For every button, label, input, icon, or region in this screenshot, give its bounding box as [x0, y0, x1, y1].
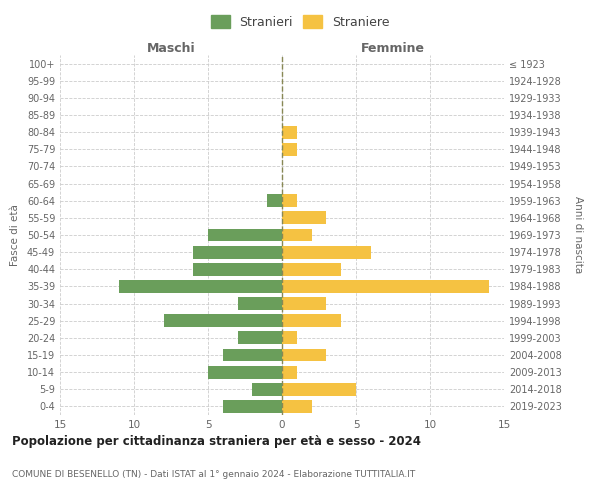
- Bar: [238, 332, 282, 344]
- Bar: [193, 246, 282, 258]
- Bar: [282, 280, 489, 293]
- Bar: [282, 126, 297, 138]
- Bar: [164, 314, 282, 327]
- Bar: [282, 228, 311, 241]
- Bar: [223, 348, 282, 362]
- Bar: [282, 212, 326, 224]
- Text: COMUNE DI BESENELLO (TN) - Dati ISTAT al 1° gennaio 2024 - Elaborazione TUTTITAL: COMUNE DI BESENELLO (TN) - Dati ISTAT al…: [12, 470, 415, 479]
- Bar: [238, 297, 282, 310]
- Bar: [282, 332, 297, 344]
- Y-axis label: Anni di nascita: Anni di nascita: [573, 196, 583, 274]
- Legend: Stranieri, Straniere: Stranieri, Straniere: [207, 11, 393, 32]
- Bar: [208, 366, 282, 378]
- Bar: [119, 280, 282, 293]
- Text: Femmine: Femmine: [361, 42, 425, 55]
- Bar: [267, 194, 282, 207]
- Y-axis label: Fasce di età: Fasce di età: [10, 204, 20, 266]
- Text: Maschi: Maschi: [146, 42, 196, 55]
- Bar: [282, 383, 356, 396]
- Bar: [282, 297, 326, 310]
- Bar: [282, 366, 297, 378]
- Bar: [193, 263, 282, 276]
- Text: Popolazione per cittadinanza straniera per età e sesso - 2024: Popolazione per cittadinanza straniera p…: [12, 435, 421, 448]
- Bar: [282, 246, 371, 258]
- Bar: [282, 194, 297, 207]
- Bar: [223, 400, 282, 413]
- Bar: [253, 383, 282, 396]
- Bar: [282, 263, 341, 276]
- Bar: [282, 348, 326, 362]
- Bar: [282, 400, 311, 413]
- Bar: [282, 314, 341, 327]
- Bar: [208, 228, 282, 241]
- Bar: [282, 143, 297, 156]
